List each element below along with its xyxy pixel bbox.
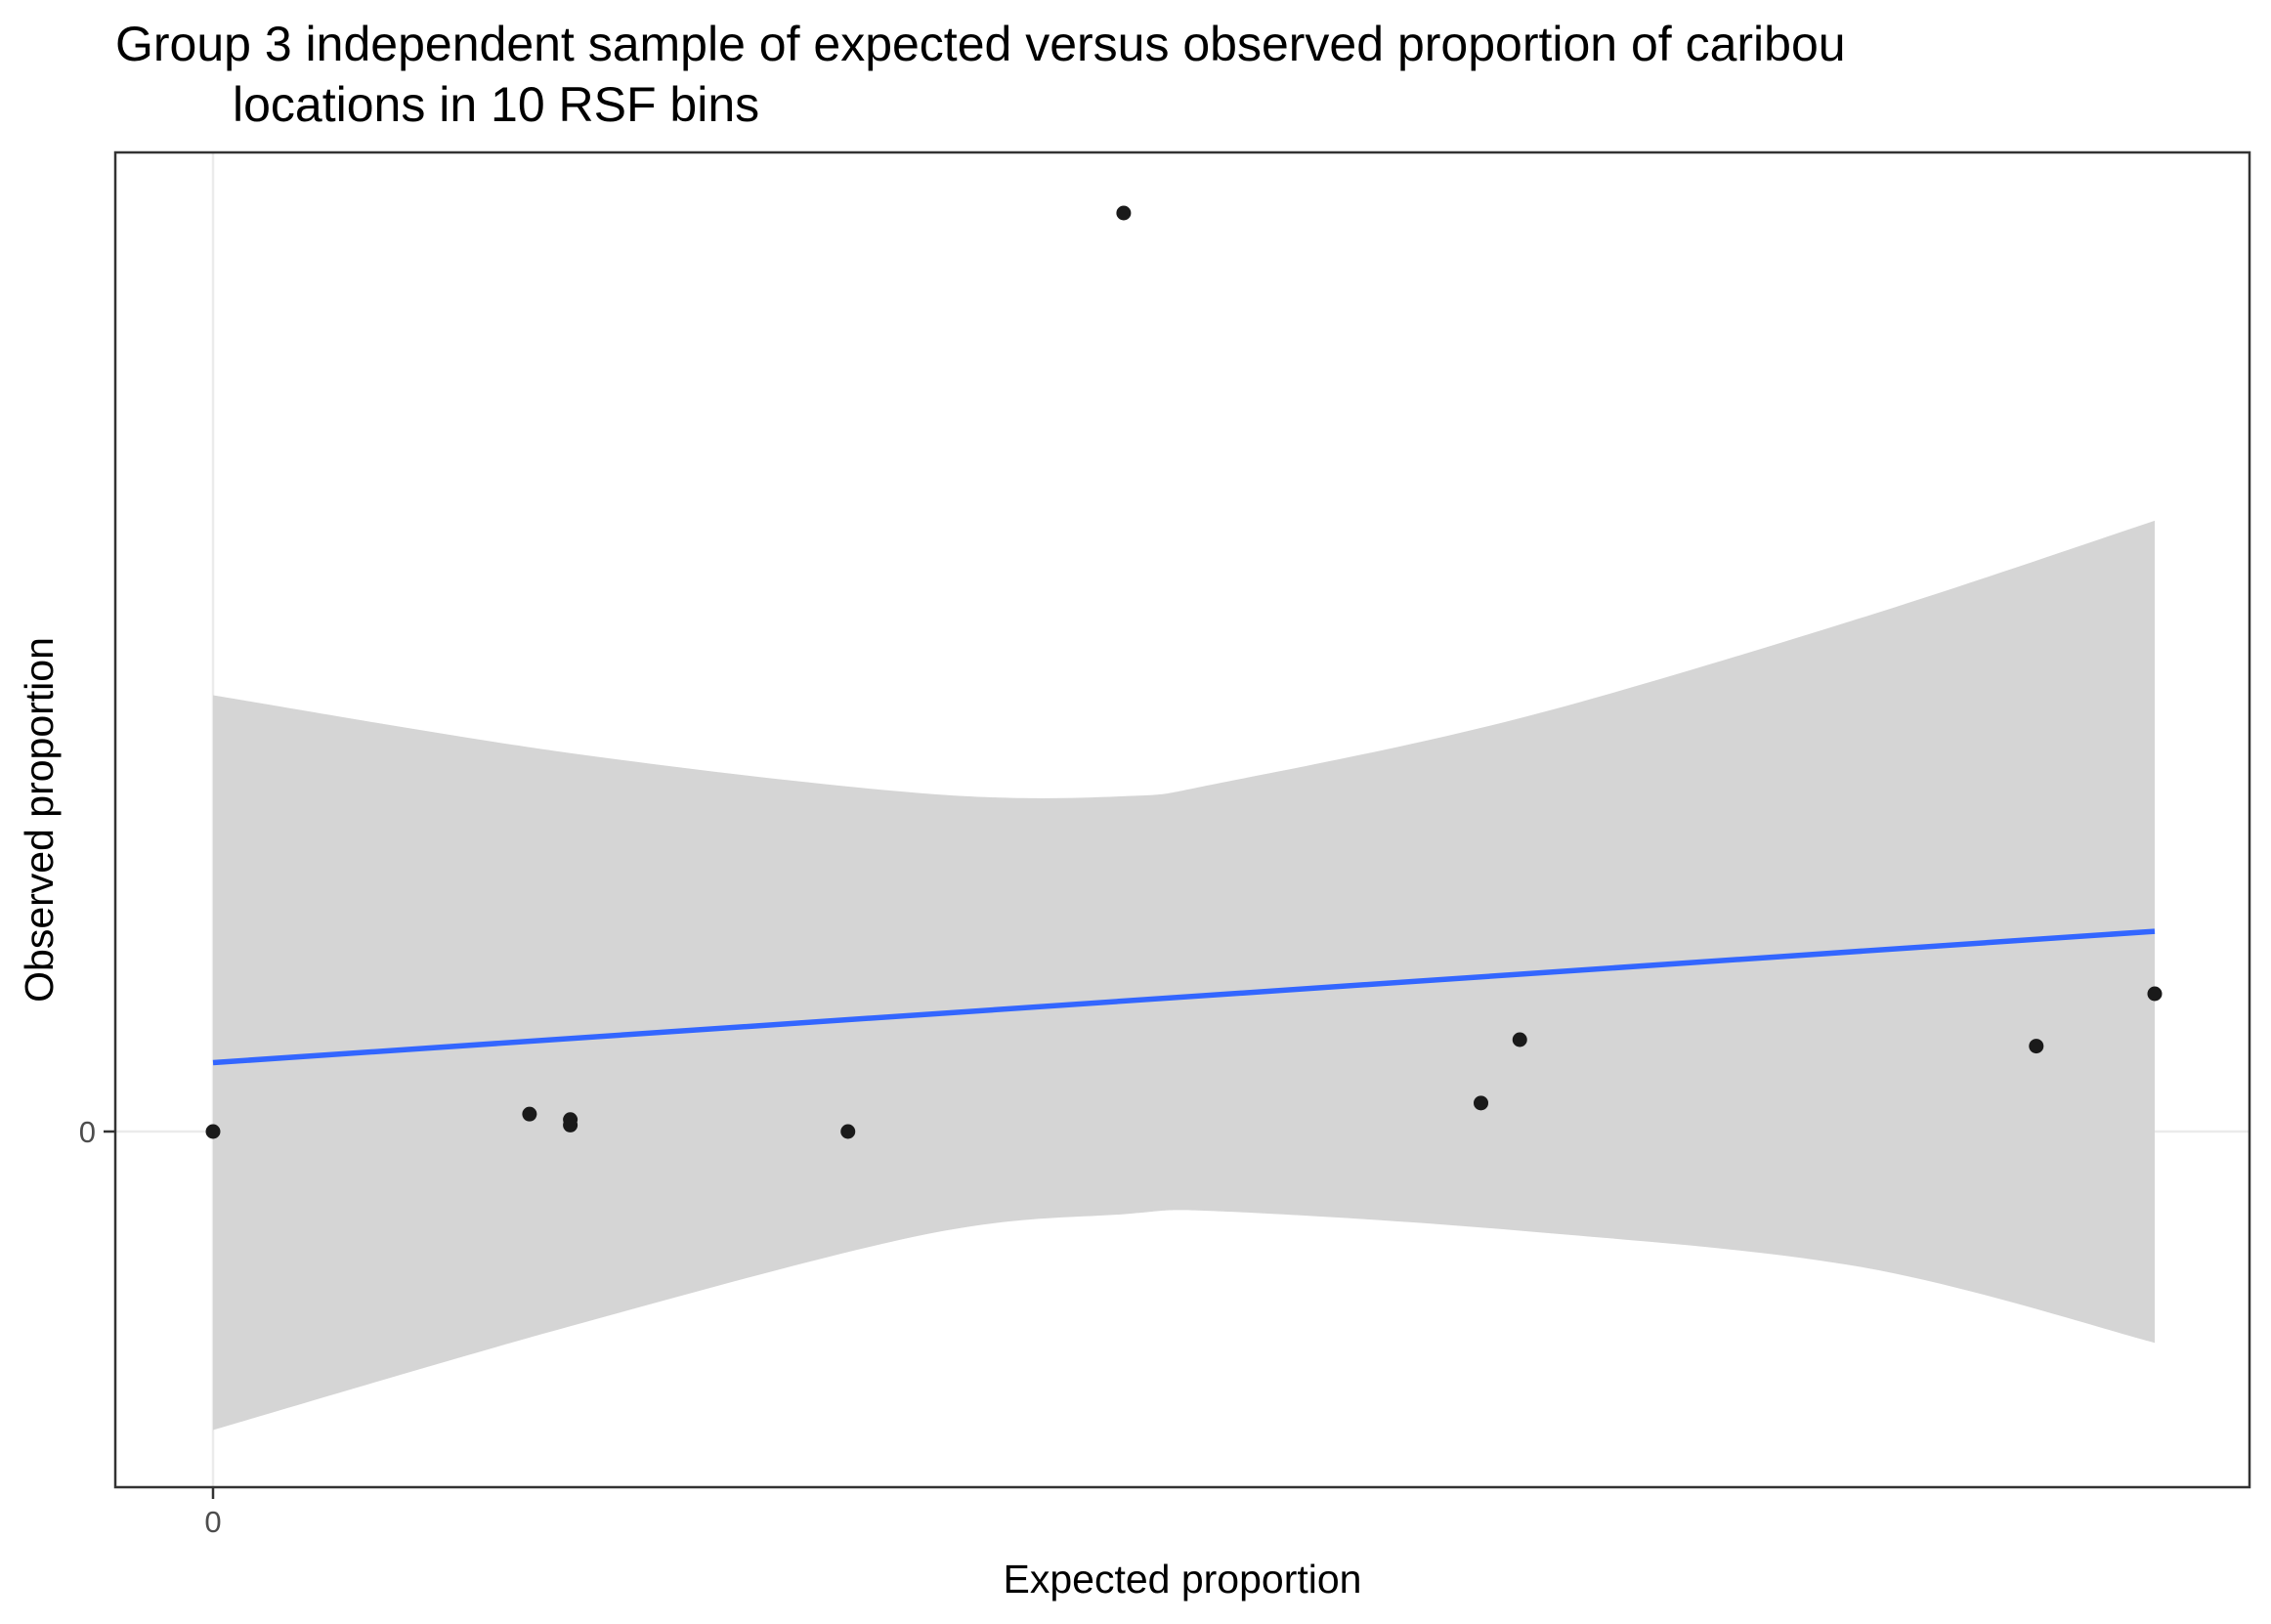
x-tick-label-0: 0 (204, 1505, 221, 1539)
data-point-9 (2147, 986, 2163, 1002)
panel-border (113, 150, 2251, 1489)
y-tick-label-0: 0 (79, 1115, 96, 1149)
chart-title-line-2: locations in 10 RSF bins (233, 77, 760, 132)
data-points (205, 205, 2163, 1139)
data-point-1 (522, 1106, 537, 1122)
data-point-8 (2029, 1039, 2044, 1054)
data-point-7 (1512, 1032, 1527, 1047)
fit-line (212, 928, 2156, 1066)
chart-title: Group 3 independent sample of expected v… (115, 14, 2265, 135)
data-point-4 (840, 1124, 856, 1139)
y-axis-title: Observed proportion (17, 637, 62, 1003)
fit-line-group (212, 928, 2156, 1066)
confidence-band (213, 520, 2155, 1431)
x-axis-title: Expected proportion (1004, 1557, 1362, 1602)
data-point-3 (563, 1117, 578, 1133)
panel-frame (113, 150, 2251, 1489)
axis-ticks: 00 (79, 1115, 222, 1539)
chart-title-line-1: Group 3 independent sample of expected v… (115, 17, 1846, 71)
data-point-0 (205, 1124, 221, 1139)
data-point-5 (1116, 205, 1132, 221)
data-point-6 (1474, 1095, 1489, 1111)
confidence-band-area (213, 520, 2155, 1431)
